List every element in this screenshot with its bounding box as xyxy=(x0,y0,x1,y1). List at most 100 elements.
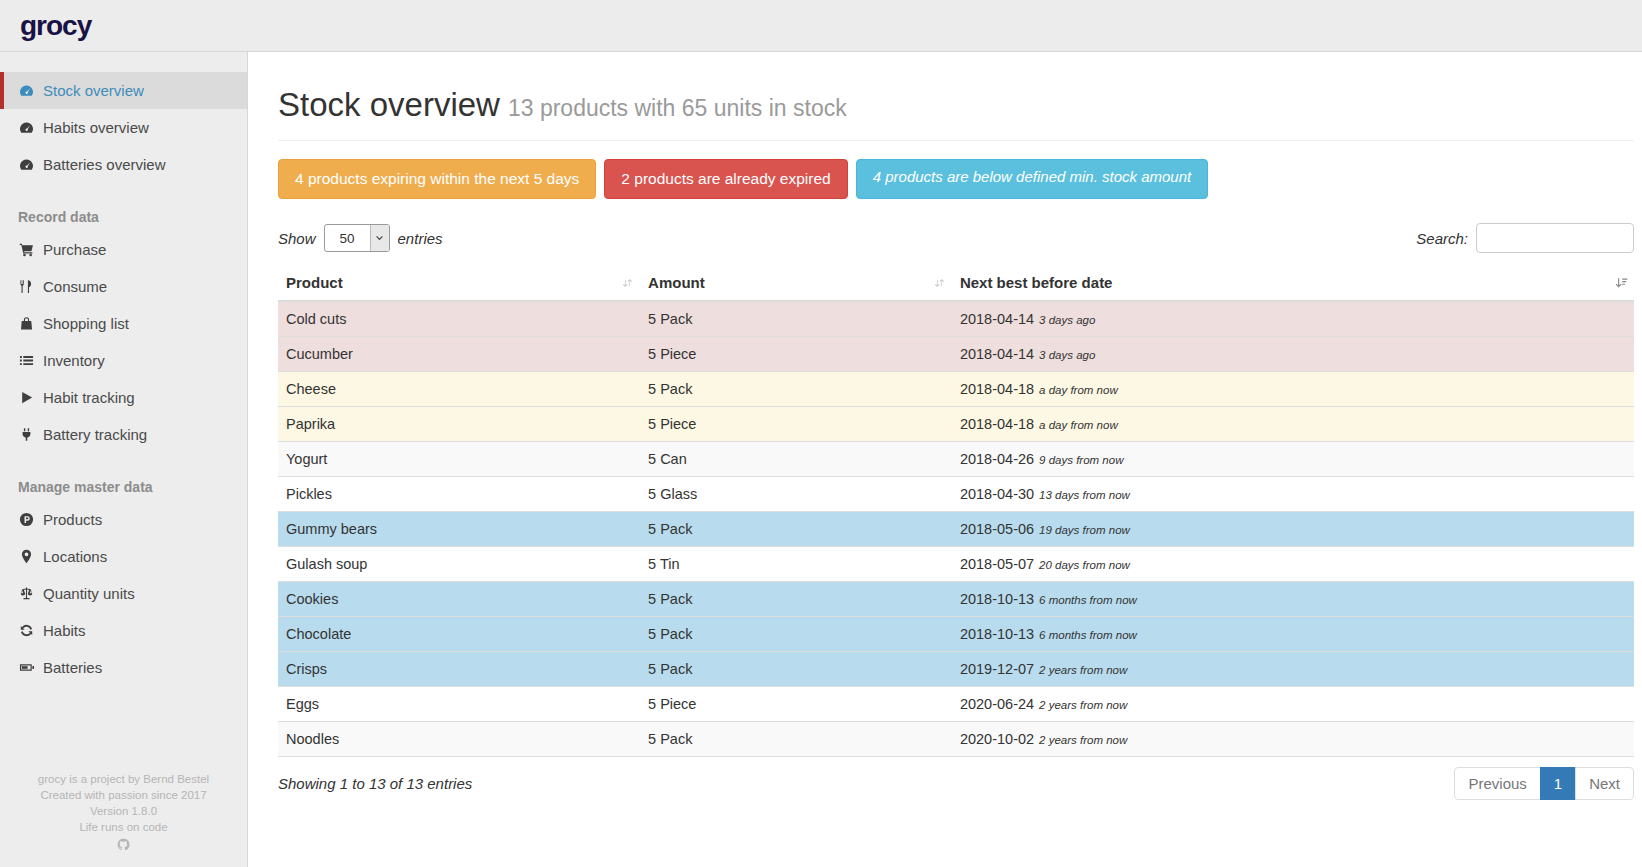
relative-time: 2 years from now xyxy=(1039,699,1127,711)
list-icon xyxy=(18,353,34,368)
column-header-amount[interactable]: Amount xyxy=(640,265,952,301)
product-cell: Paprika xyxy=(278,407,640,442)
column-header-product[interactable]: Product xyxy=(278,265,640,301)
product-cell: Chocolate xyxy=(278,617,640,652)
search-control: Search: xyxy=(1416,223,1634,253)
product-cell: Gulash soup xyxy=(278,547,640,582)
amount-cell: 5 Pack xyxy=(640,372,952,407)
relative-time: 6 months from now xyxy=(1039,629,1137,641)
sidebar-item-battery-tracking[interactable]: Battery tracking xyxy=(0,416,247,453)
github-icon xyxy=(117,841,130,853)
amount-cell: 5 Pack xyxy=(640,512,952,547)
page-length-value: 50 xyxy=(325,225,370,251)
page-title: Stock overview xyxy=(278,86,500,123)
relative-time: a day from now xyxy=(1039,419,1118,431)
sidebar-item-inventory[interactable]: Inventory xyxy=(0,342,247,379)
sidebar-item-label: Batteries overview xyxy=(43,156,166,173)
pagination: Previous1Next xyxy=(1454,767,1634,800)
best-before-cell: 2019-12-072 years from now xyxy=(952,652,1634,687)
relative-time: a day from now xyxy=(1039,384,1118,396)
table-row: Cold cuts5 Pack2018-04-143 days ago xyxy=(278,301,1634,337)
page-header: Stock overview 13 products with 65 units … xyxy=(278,86,1634,124)
page-subtitle: 13 products with 65 units in stock xyxy=(508,95,847,121)
best-before-cell: 2018-04-18a day from now xyxy=(952,372,1634,407)
search-input[interactable] xyxy=(1476,223,1634,253)
pagination-previous[interactable]: Previous xyxy=(1454,767,1540,800)
sidebar-item-purchase[interactable]: Purchase xyxy=(0,231,247,268)
stock-table-body: Cold cuts5 Pack2018-04-143 days agoCucum… xyxy=(278,301,1634,757)
relative-time: 9 days from now xyxy=(1039,454,1123,466)
entries-info: Showing 1 to 13 of 13 entries xyxy=(278,767,472,792)
sort-both-icon xyxy=(621,276,634,289)
best-before-cell: 2018-04-18a day from now xyxy=(952,407,1634,442)
sidebar-item-habits[interactable]: Habits xyxy=(0,612,247,649)
alert-info-button[interactable]: 4 products are below defined min. stock … xyxy=(856,159,1209,199)
sidebar-item-shopping-list[interactable]: Shopping list xyxy=(0,305,247,342)
table-row: Paprika5 Piece2018-04-18a day from now xyxy=(278,407,1634,442)
amount-cell: 5 Tin xyxy=(640,547,952,582)
sidebar-nav: Stock overviewHabits overview Batteries o… xyxy=(0,72,247,686)
table-row: Cucumber5 Piece2018-04-143 days ago xyxy=(278,337,1634,372)
page-length-control: Show 50 entries xyxy=(278,224,443,252)
balance-scale-icon xyxy=(18,586,34,601)
sidebar-footer-line: Life runs on code xyxy=(0,819,247,835)
sidebar-footer: grocy is a project by Bernd BestelCreate… xyxy=(0,771,247,867)
sidebar-item-habit-tracking[interactable]: Habit tracking xyxy=(0,379,247,416)
table-row: Crisps5 Pack2019-12-072 years from now xyxy=(278,652,1634,687)
sidebar-item-products[interactable]: Products xyxy=(0,501,247,538)
product-cell: Cucumber xyxy=(278,337,640,372)
column-header-best-before[interactable]: Next best before date xyxy=(952,265,1634,301)
product-cell: Eggs xyxy=(278,687,640,722)
alert-warning-button[interactable]: 4 products expiring within the next 5 da… xyxy=(278,159,596,199)
relative-time: 2 years from now xyxy=(1039,664,1127,676)
table-row: Noodles5 Pack2020-10-022 years from now xyxy=(278,722,1634,757)
sidebar-footer-line: Created with passion since 2017 xyxy=(0,787,247,803)
layout: Stock overviewHabits overviewBatteries o… xyxy=(0,52,1642,867)
relative-time: 13 days from now xyxy=(1039,489,1130,501)
sidebar-item-batteries[interactable]: Batteries xyxy=(0,649,247,686)
best-before-cell: 2020-10-022 years from now xyxy=(952,722,1634,757)
product-cell: Gummy bears xyxy=(278,512,640,547)
sidebar-section-record-data: Record data xyxy=(0,193,247,231)
sidebar-item-habits-overview[interactable]: Habits overview xyxy=(0,109,247,146)
grocy-logo[interactable]: grocy xyxy=(20,10,91,42)
stock-table: Product Amount Next best before date Col… xyxy=(278,265,1634,757)
pagination-page-1[interactable]: 1 xyxy=(1540,767,1576,800)
alert-danger-button[interactable]: 2 products are already expired xyxy=(604,159,847,199)
sidebar-item-label: Habit tracking xyxy=(43,389,135,406)
product-cell: Cookies xyxy=(278,582,640,617)
sidebar-item-label: Products xyxy=(43,511,102,528)
tachometer-icon xyxy=(18,83,34,98)
product-cell: Cold cuts xyxy=(278,301,640,337)
table-row: Gulash soup5 Tin2018-05-0720 days from n… xyxy=(278,547,1634,582)
pagination-next[interactable]: Next xyxy=(1575,767,1634,800)
sidebar-item-locations[interactable]: Locations xyxy=(0,538,247,575)
amount-cell: 5 Pack xyxy=(640,617,952,652)
amount-cell: 5 Pack xyxy=(640,301,952,337)
page-length-select[interactable]: 50 xyxy=(324,224,390,252)
relative-time: 3 days ago xyxy=(1039,314,1095,326)
sidebar-item-quantity-units[interactable]: Quantity units xyxy=(0,575,247,612)
product-cell: Crisps xyxy=(278,652,640,687)
sidebar-item-stock-overview[interactable]: Stock overview xyxy=(0,72,247,109)
sidebar-item-consume[interactable]: Consume xyxy=(0,268,247,305)
plug-icon xyxy=(18,427,34,442)
sidebar-item-label: Purchase xyxy=(43,241,106,258)
amount-cell: 5 Pack xyxy=(640,722,952,757)
main-content: Stock overview 13 products with 65 units … xyxy=(248,52,1642,867)
sidebar-footer-line: Version 1.8.0 xyxy=(0,803,247,819)
sidebar-section-manage-master-data: Manage master data xyxy=(0,463,247,501)
cart-icon xyxy=(18,242,34,257)
relative-time: 6 months from now xyxy=(1039,594,1137,606)
table-row: Eggs5 Piece2020-06-242 years from now xyxy=(278,687,1634,722)
best-before-cell: 2018-04-3013 days from now xyxy=(952,477,1634,512)
github-link[interactable] xyxy=(117,841,130,853)
sort-amount-asc-icon xyxy=(1615,276,1628,289)
amount-cell: 5 Can xyxy=(640,442,952,477)
amount-cell: 5 Piece xyxy=(640,687,952,722)
sidebar-item-batteries-overview[interactable]: Batteries overview xyxy=(0,146,247,183)
map-marker-icon xyxy=(18,549,34,564)
amount-cell: 5 Glass xyxy=(640,477,952,512)
table-row: Yogurt5 Can2018-04-269 days from now xyxy=(278,442,1634,477)
best-before-cell: 2018-10-136 months from now xyxy=(952,617,1634,652)
